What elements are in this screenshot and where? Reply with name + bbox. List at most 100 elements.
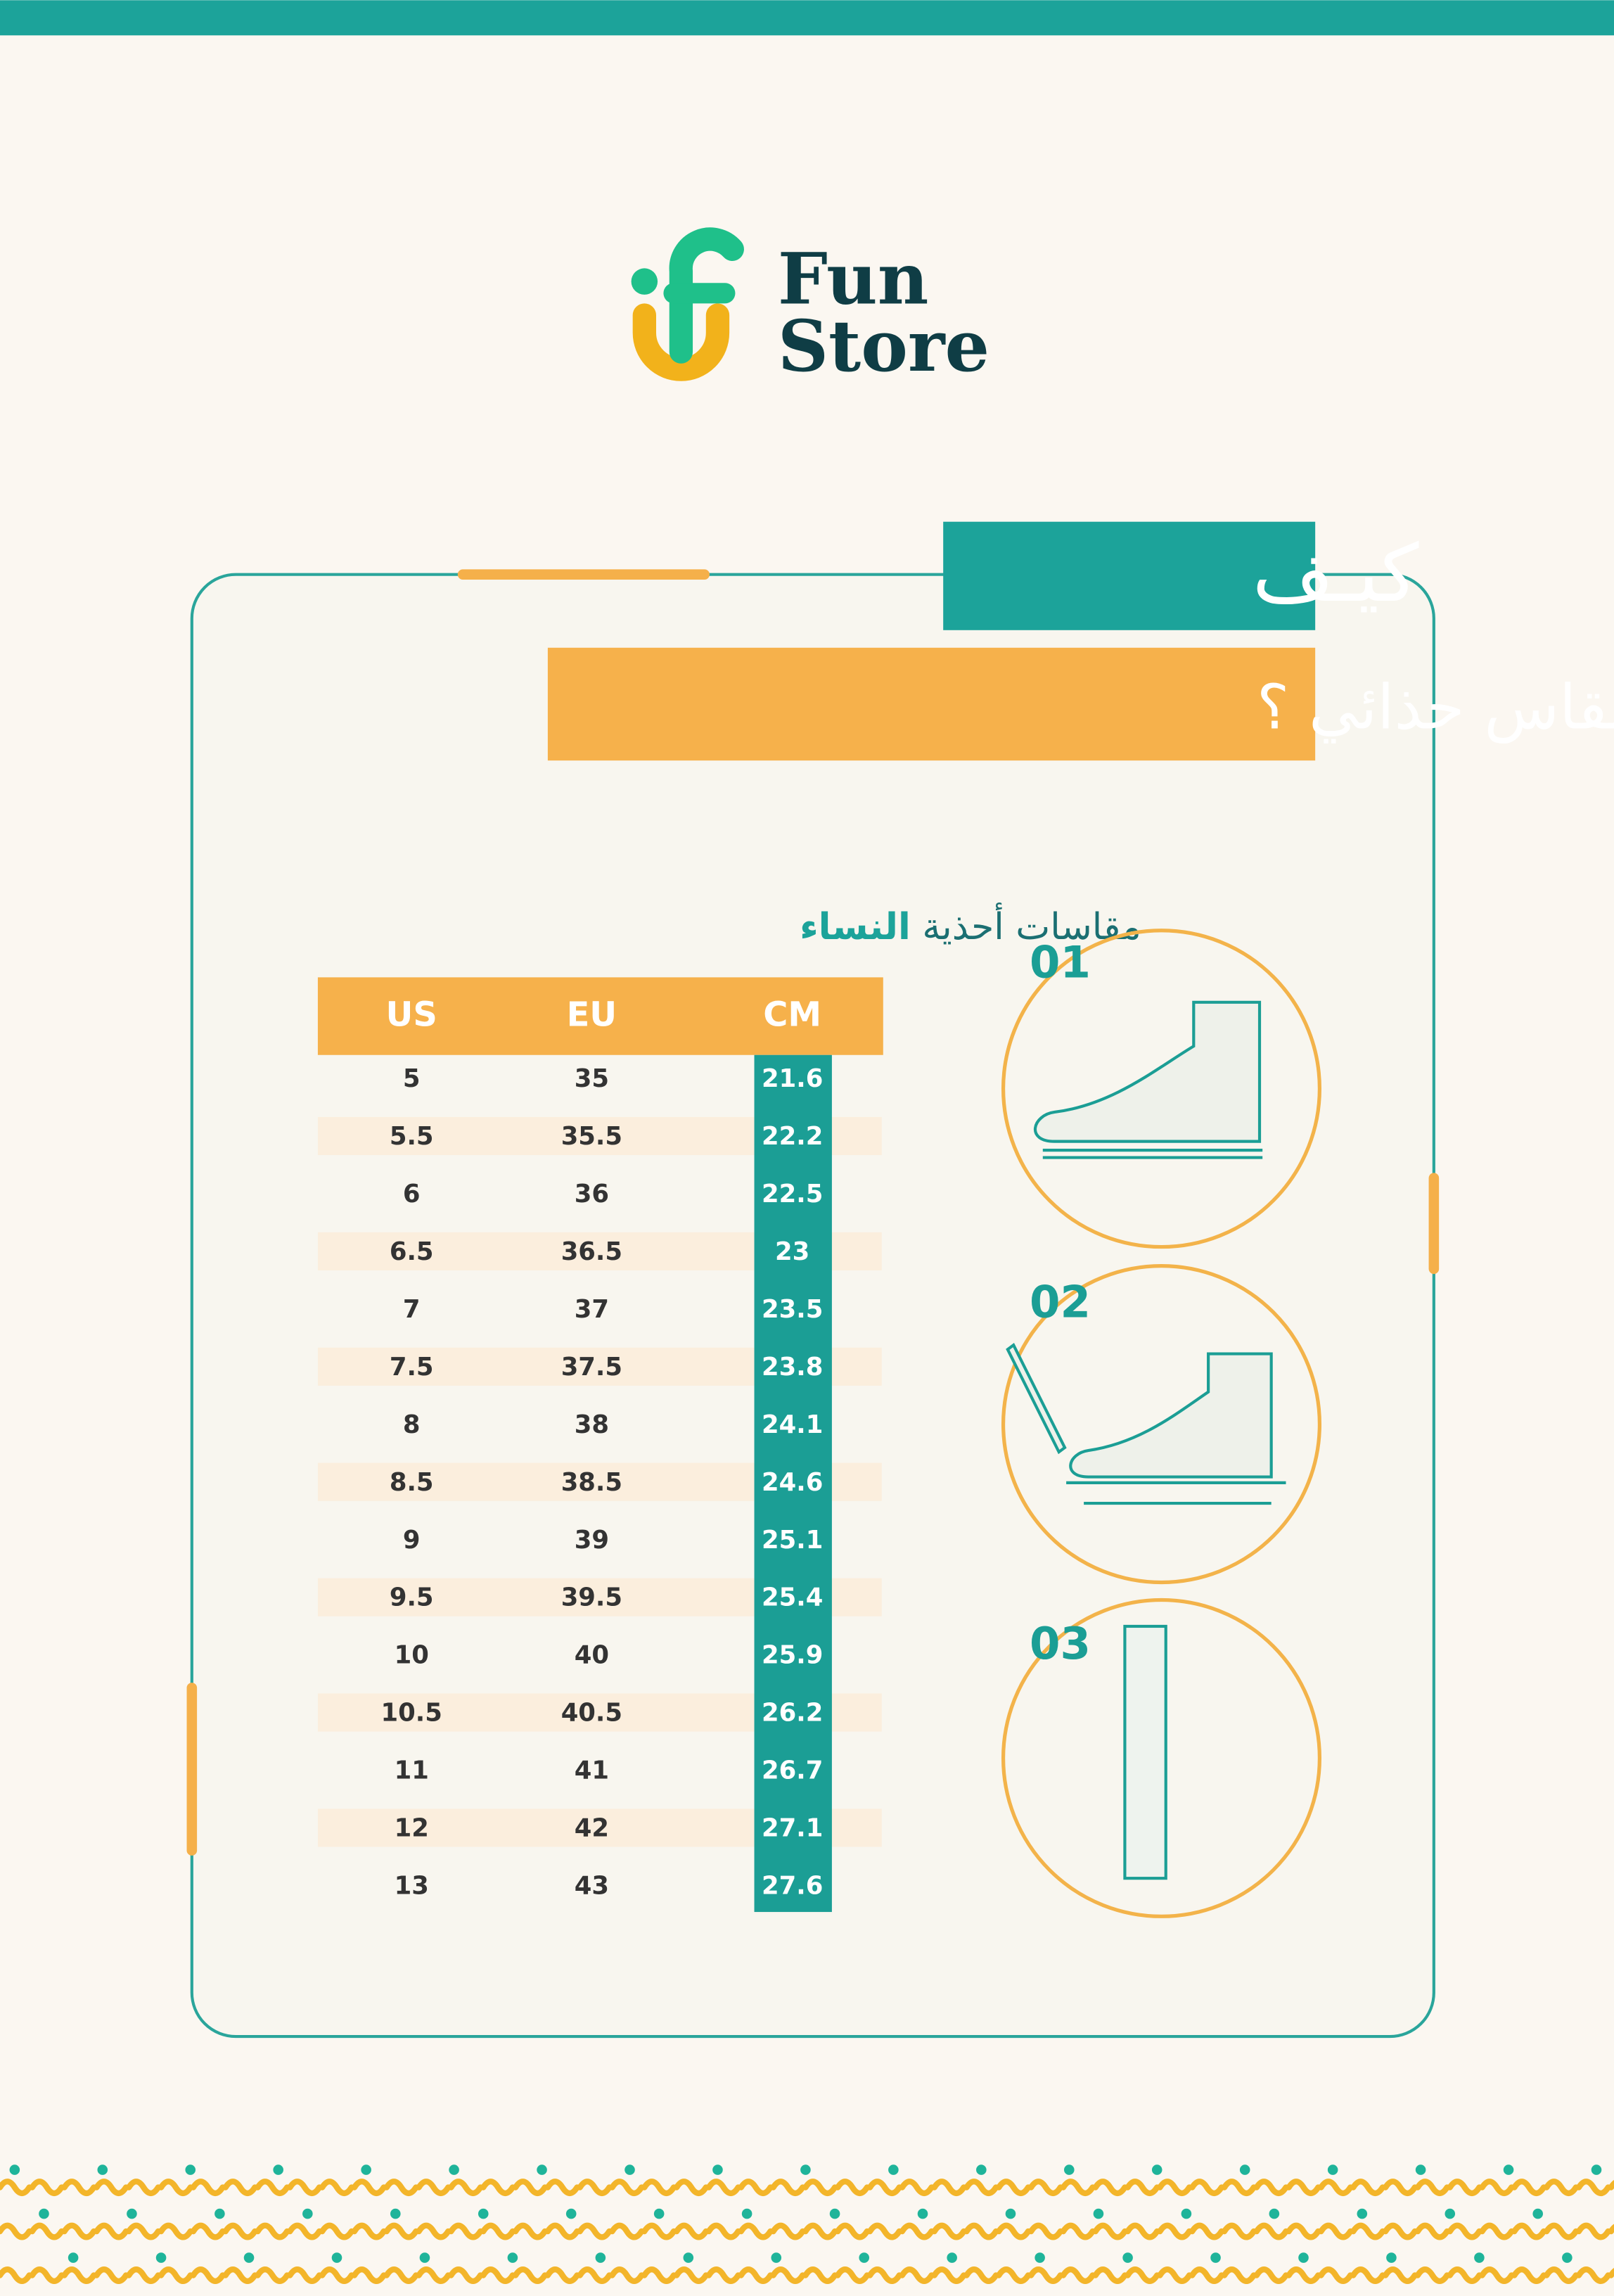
- table-cell: 23.5: [762, 1295, 823, 1324]
- table-cell: 9.5: [390, 1583, 434, 1612]
- dot: [68, 2252, 79, 2263]
- table-title-emphasis: النساء: [800, 906, 911, 948]
- table-header: [317, 977, 883, 1055]
- column-header: CM: [763, 996, 821, 1035]
- table-cell: 26.2: [762, 1699, 823, 1728]
- table-cell: 40.5: [561, 1699, 622, 1728]
- wave: [0, 2179, 1614, 2197]
- dot: [712, 2164, 723, 2175]
- table-cell: 42: [575, 1814, 609, 1843]
- brand-line: Fun: [778, 237, 929, 320]
- dot: [419, 2252, 430, 2263]
- table-cell: 10: [395, 1641, 429, 1670]
- dot: [127, 2208, 137, 2219]
- table-cell: 5: [403, 1064, 421, 1093]
- table-cell: 36: [575, 1180, 609, 1208]
- dot: [888, 2164, 899, 2175]
- table-cell: 37: [575, 1295, 609, 1324]
- heading-box: [943, 521, 1316, 630]
- dot: [1445, 2208, 1456, 2219]
- dot: [771, 2252, 782, 2263]
- dot: [185, 2164, 196, 2175]
- dot: [331, 2252, 342, 2263]
- dot: [565, 2208, 577, 2219]
- steps: 01 02 03: [1030, 936, 1091, 1669]
- table-cell: 25.9: [762, 1641, 823, 1670]
- dot: [1474, 2252, 1485, 2263]
- step-number: 03: [1030, 1618, 1091, 1669]
- table-cell: 35: [575, 1064, 609, 1093]
- table-cell: 8: [403, 1410, 421, 1439]
- dot: [390, 2208, 401, 2219]
- table-cell: 23: [775, 1237, 809, 1266]
- table-cell: 24.1: [762, 1410, 823, 1439]
- table-cell: 43: [575, 1871, 609, 1900]
- table-cell: 22.2: [762, 1122, 823, 1151]
- table-cell: 39.5: [561, 1583, 622, 1612]
- dot: [507, 2252, 518, 2263]
- dot: [1035, 2252, 1045, 2263]
- dot: [653, 2208, 665, 2219]
- table-cell: 39: [575, 1526, 609, 1555]
- brand-line: Store: [778, 305, 989, 388]
- wave: [0, 2266, 1614, 2284]
- table: US EU CM 5 35 21.6 5.5 35.5 22.2 6 36 22.5 6.5 36.5 23…: [317, 996, 882, 1913]
- table-cell: 6.5: [390, 1237, 434, 1266]
- table-cell: 9: [403, 1526, 421, 1555]
- logo: Fun Store: [631, 227, 989, 388]
- dot: [9, 2164, 20, 2175]
- wave: [0, 2222, 1614, 2240]
- dot: [243, 2252, 255, 2263]
- column-header: US: [386, 996, 437, 1035]
- table-cell: 35.5: [561, 1122, 622, 1151]
- dot: [1151, 2164, 1163, 2175]
- step-circles: [1001, 929, 1322, 1918]
- table-cell: 21.6: [762, 1064, 823, 1093]
- cm-column: [754, 1054, 832, 1913]
- dot: [741, 2208, 752, 2219]
- heading-question: أعرف مقاس حذائي ؟: [1257, 667, 1614, 744]
- dot: [1298, 2252, 1309, 2263]
- step-number: 02: [1030, 1277, 1091, 1328]
- top-bar: [0, 0, 1614, 36]
- dot: [39, 2208, 49, 2219]
- table-cell: 38: [575, 1410, 609, 1439]
- heading-word: كيـف: [1253, 528, 1419, 620]
- table-cell: 8.5: [390, 1468, 434, 1497]
- table-cell: 26.7: [762, 1756, 823, 1785]
- table-cell: 13: [395, 1871, 429, 1900]
- table-cell: 7: [403, 1295, 421, 1324]
- dot: [1386, 2252, 1397, 2263]
- dot: [97, 2164, 108, 2175]
- dot: [478, 2208, 489, 2219]
- dot: [302, 2208, 313, 2219]
- dot: [1181, 2208, 1192, 2219]
- dot: [1210, 2252, 1221, 2263]
- dot: [1093, 2208, 1104, 2219]
- table-cell: 22.5: [762, 1180, 823, 1208]
- table-cell: 25.4: [762, 1583, 823, 1612]
- table-cell: 7.5: [390, 1353, 434, 1382]
- table-cell: 24.6: [762, 1468, 823, 1497]
- table-cell: 5.5: [390, 1122, 434, 1151]
- step-number: 01: [1030, 936, 1091, 988]
- dot: [1562, 2252, 1573, 2263]
- dot: [683, 2252, 694, 2263]
- dot: [1591, 2164, 1602, 2175]
- table-cell: 27.1: [762, 1814, 823, 1843]
- dot: [1122, 2252, 1133, 2263]
- table-cell: 25.1: [762, 1526, 823, 1555]
- table-cell: 40: [575, 1641, 609, 1670]
- dot: [273, 2164, 283, 2175]
- dot: [1005, 2208, 1016, 2219]
- table-cell: 27.6: [762, 1871, 823, 1900]
- dot: [625, 2164, 635, 2175]
- table-title: مقاسات أحذية النساء: [800, 903, 1141, 948]
- feet: [1006, 1000, 1286, 1880]
- question-box: [547, 647, 1316, 761]
- dot: [595, 2252, 606, 2263]
- column-header: EU: [567, 996, 617, 1035]
- dot: [1532, 2208, 1543, 2219]
